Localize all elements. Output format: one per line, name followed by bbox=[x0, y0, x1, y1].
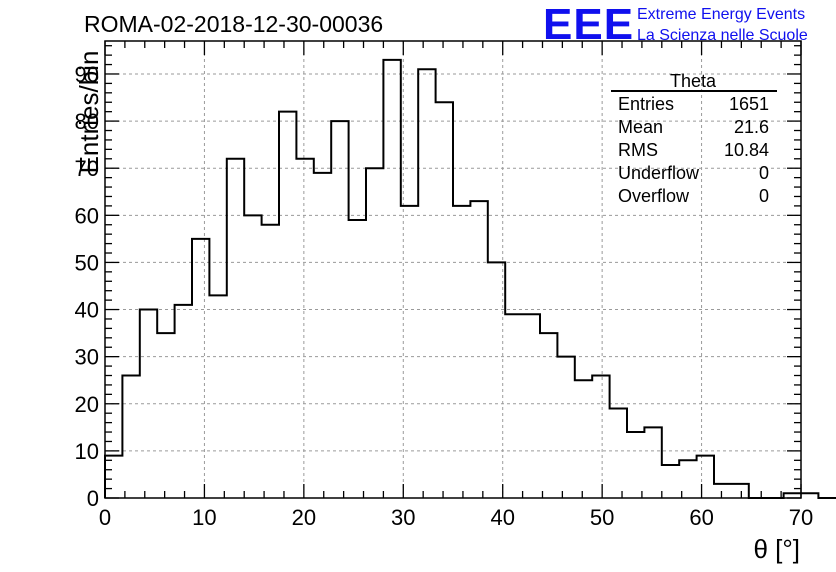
stats-box: Theta Entries 1651 Mean 21.6 RMS 10.84 Underfl… bbox=[611, 71, 777, 206]
y-tick-labels: 0 10 20 30 40 50 60 70 80 90 bbox=[75, 62, 99, 511]
y-tick-label: 20 bbox=[75, 392, 99, 417]
logo-eee-text: EEE bbox=[543, 0, 634, 49]
x-tick-label: 70 bbox=[789, 505, 813, 530]
stats-value: 10.84 bbox=[724, 140, 769, 160]
x-tick-label: 50 bbox=[590, 505, 614, 530]
y-tick-label: 40 bbox=[75, 298, 99, 323]
stats-value: 1651 bbox=[729, 94, 769, 114]
logo-line-1: Extreme Energy Events bbox=[637, 6, 805, 23]
x-tick-label: 40 bbox=[490, 505, 514, 530]
eee-logo: EEE Extreme Energy Events La Scienza nel… bbox=[543, 0, 808, 49]
x-tick-label: 20 bbox=[292, 505, 316, 530]
y-tick-label: 0 bbox=[87, 486, 99, 511]
x-tick-label: 60 bbox=[689, 505, 713, 530]
plot-frame bbox=[104, 40, 802, 499]
y-tick-label: 80 bbox=[75, 109, 99, 134]
y-axis-title: Entries/bin bbox=[74, 51, 104, 174]
y-tick-label: 30 bbox=[75, 345, 99, 370]
stats-title: Theta bbox=[670, 71, 717, 91]
y-tick-label: 50 bbox=[75, 250, 99, 275]
stats-label: Entries bbox=[618, 94, 674, 114]
x-axis-title: θ [°] bbox=[753, 534, 800, 564]
stats-label: RMS bbox=[618, 140, 658, 160]
stats-rows: Entries 1651 Mean 21.6 RMS 10.84 Underflow 0 Ove… bbox=[618, 94, 769, 206]
chart-title: ROMA-02-2018-12-30-00036 bbox=[84, 11, 383, 37]
y-tick-label: 60 bbox=[75, 203, 99, 228]
axis-ticks bbox=[104, 41, 802, 499]
x-tick-label: 30 bbox=[391, 505, 415, 530]
x-tick-label: 10 bbox=[192, 505, 216, 530]
x-tick-labels: 0 10 20 30 40 50 60 70 bbox=[99, 505, 813, 530]
stats-label: Mean bbox=[618, 117, 663, 137]
stats-label: Underflow bbox=[618, 163, 700, 183]
y-tick-label: 90 bbox=[75, 62, 99, 87]
stats-label: Overflow bbox=[618, 186, 690, 206]
x-tick-label: 0 bbox=[99, 505, 111, 530]
y-tick-label: 10 bbox=[75, 439, 99, 464]
histogram-series-line bbox=[104, 58, 836, 499]
logo-line-2: La Scienza nelle Scuole bbox=[637, 27, 808, 44]
stats-value: 21.6 bbox=[734, 117, 769, 137]
stats-value: 0 bbox=[759, 163, 769, 183]
y-tick-label: 70 bbox=[75, 156, 99, 181]
stats-value: 0 bbox=[759, 186, 769, 206]
